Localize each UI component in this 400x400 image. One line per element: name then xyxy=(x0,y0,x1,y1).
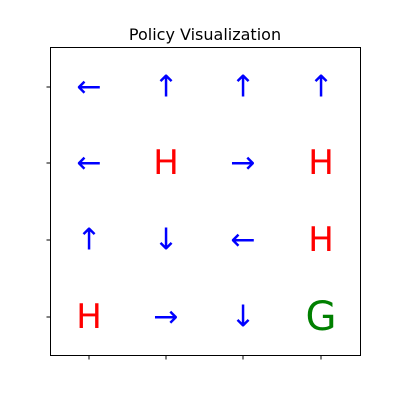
goal-cell-r3-c3: G xyxy=(306,294,337,340)
hole-cell-r3-c0: H xyxy=(76,297,102,337)
hole-cell-r1-c1: H xyxy=(153,143,179,183)
policy-arrow-r0-c0: ← xyxy=(76,70,101,105)
policy-arrow-r0-c1: ↑ xyxy=(153,70,178,105)
policy-arrow-r3-c1: → xyxy=(153,300,178,335)
policy-grid: ← ↑ ↑ ↑← H → H↑ ↓ ← HH → ↓ G xyxy=(76,70,336,341)
policy-arrow-r2-c1: ↓ xyxy=(153,223,178,258)
hole-cell-r2-c3: H xyxy=(308,220,334,260)
policy-arrow-r2-c0: ↑ xyxy=(76,223,101,258)
chart-title: Policy Visualization xyxy=(129,25,281,44)
policy-arrow-r1-c0: ← xyxy=(76,146,101,181)
policy-arrow-r0-c3: ↑ xyxy=(308,70,333,105)
plot-frame xyxy=(50,47,361,356)
policy-arrow-r0-c2: ↑ xyxy=(230,70,255,105)
policy-arrow-r1-c2: → xyxy=(230,146,255,181)
policy-arrow-r2-c2: ← xyxy=(230,223,255,258)
axis-ticks xyxy=(46,86,322,360)
hole-cell-r1-c3: H xyxy=(308,143,334,183)
policy-arrow-r3-c2: ↓ xyxy=(230,300,255,335)
